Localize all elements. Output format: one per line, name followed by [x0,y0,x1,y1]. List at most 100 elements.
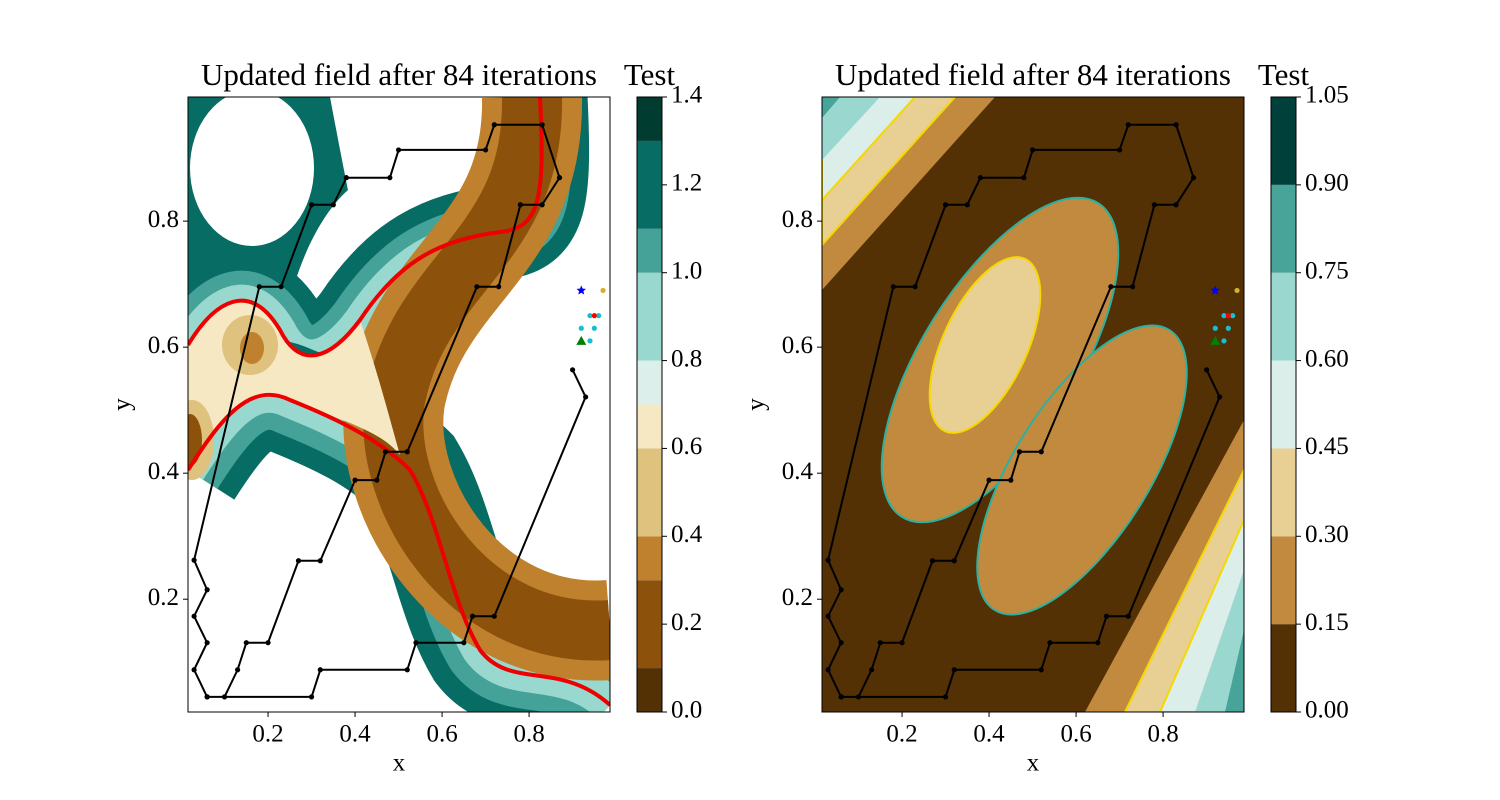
route-point [491,122,497,128]
route-point [482,147,489,153]
route-point [265,640,271,646]
chart-title: Updated field after 84 iterations [835,57,1231,92]
colorbar-segment [637,404,662,449]
route-point [1008,477,1014,483]
route-point [877,640,883,646]
field-region [188,97,544,358]
route-point [234,667,241,673]
marker-dot [591,313,597,319]
x-tick-label: 0.8 [513,721,544,748]
marker-dot [1221,338,1227,344]
colorbar-frame [1270,96,1297,713]
colorbar-segment [637,228,662,273]
colorbar-segment [1271,448,1296,537]
route-point [1103,613,1110,619]
marker-dot [1221,313,1227,319]
route-point [583,394,589,400]
route-point [256,284,262,290]
route-point [929,558,936,564]
field-region [1225,630,1244,712]
route-point [964,202,970,208]
y-tick-label: 0.8 [782,206,813,233]
colorbar-tick-label: 0.0 [671,697,702,724]
route-point [951,558,957,564]
colorbar-segment [637,97,662,141]
route-point [1173,202,1179,208]
marker-triangle [1210,335,1221,345]
colorbar-tick-label: 0.2 [671,609,702,636]
route-point [912,284,918,290]
colorbar-segment [637,140,662,229]
route-point [308,202,315,208]
route-point [1095,640,1101,646]
route-point [838,694,844,700]
route-point [1217,394,1223,400]
field-region [363,97,610,661]
chart-title: Updated field after 84 iterations [201,57,597,92]
marker-dot [1225,325,1231,331]
colorbar-segment [637,360,662,405]
colorbar-tick-label: 0.90 [1305,170,1349,197]
route-point [1021,175,1027,181]
route-point [517,202,523,208]
route-point [374,477,380,483]
marker-dot [1225,313,1231,319]
route-point [1029,147,1036,153]
colorbar-segment [637,448,662,537]
route-point [308,694,315,700]
route-point [382,449,389,455]
colorbar-title: Test [1258,57,1310,92]
marker-dot [587,313,593,319]
route-point [1190,175,1197,181]
x-tick-label: 0.8 [1147,721,1178,748]
route-point [221,694,228,700]
colorbar-tick-label: 0.00 [1305,697,1349,724]
y-tick-label: 0.2 [148,584,179,611]
route-point [539,122,545,128]
field-region [822,97,880,160]
route-point [204,587,210,593]
marker-dot [591,325,597,331]
colorbar-tick-label: 0.75 [1305,257,1349,284]
route-point [317,667,323,673]
marker-triangle [576,335,587,345]
x-tick-label: 0.4 [339,721,371,748]
marker-dot [1234,287,1240,294]
marker-dot [587,338,593,344]
field-region [240,332,264,364]
colorbar-frame [636,96,663,713]
route-point [1108,284,1114,290]
route-point [1038,667,1044,673]
route-point [191,613,197,619]
route-point [855,694,862,700]
colorbar-segment [1271,97,1296,185]
field-region [822,97,840,118]
field-region [928,256,1042,434]
route-point [1151,202,1157,208]
route-point [204,640,210,646]
route-point [317,558,323,564]
y-tick-label: 0.2 [782,584,813,611]
plot-area [822,97,1244,712]
route-point [977,175,983,181]
route-point [838,587,844,593]
colorbar-tick-label: 0.6 [671,433,702,460]
route-point [1116,147,1123,153]
route-point [1038,449,1044,455]
plot-area [188,97,610,712]
colorbar-segment [1271,184,1296,273]
x-tick-label: 0.6 [1060,721,1091,748]
y-axis-label: y [109,398,136,411]
colorbar-segment [1271,360,1296,449]
y-tick-label: 0.4 [148,458,180,485]
route-point [942,694,949,700]
colorbar-segment [637,580,662,669]
route-point [491,613,497,619]
marker-dot [600,287,606,294]
route-point [986,477,992,483]
colorbar-tick-label: 0.60 [1305,345,1349,372]
field-region [976,324,1188,616]
y-tick-label: 0.6 [148,332,179,359]
